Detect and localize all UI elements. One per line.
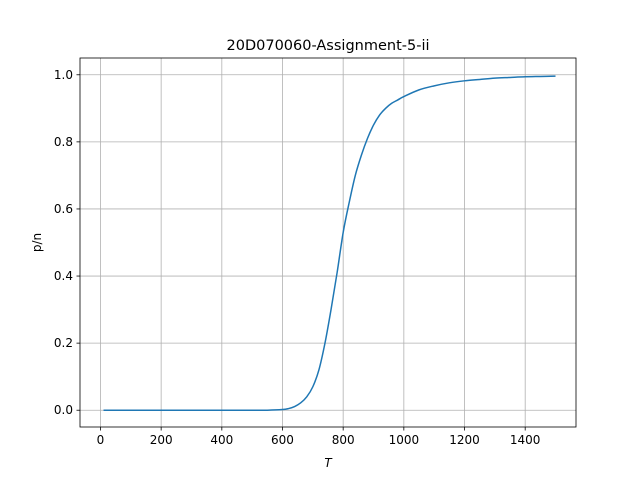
plot-area [80, 58, 576, 427]
axes-frame [79, 57, 577, 428]
y-ticks: 0.0 0.2 0.4 0.6 0.8 1.0 [54, 68, 80, 417]
x-tick-label: 1200 [449, 433, 480, 447]
y-tick-label: 0.0 [54, 403, 73, 417]
chart-title: 20D070060-Assignment-5-ii [227, 38, 430, 54]
x-tick-label: 1400 [510, 433, 541, 447]
y-tick-label: 1.0 [54, 68, 73, 82]
x-tick-label: 600 [271, 433, 294, 447]
y-axis-label: p/n [30, 233, 44, 252]
y-tick-label: 0.4 [54, 269, 73, 283]
x-tick-label: 200 [150, 433, 173, 447]
x-ticks: 0 200 400 600 800 1000 1200 1400 [97, 427, 541, 447]
x-tick-label: 400 [210, 433, 233, 447]
y-tick-label: 0.6 [54, 202, 73, 216]
y-tick-label: 0.2 [54, 336, 73, 350]
x-axis-label: T [324, 456, 333, 470]
y-tick-label: 0.8 [54, 135, 73, 149]
x-tick-label: 800 [332, 433, 355, 447]
x-tick-label: 0 [97, 433, 105, 447]
data-line [103, 75, 556, 412]
x-tick-label: 1000 [389, 433, 420, 447]
